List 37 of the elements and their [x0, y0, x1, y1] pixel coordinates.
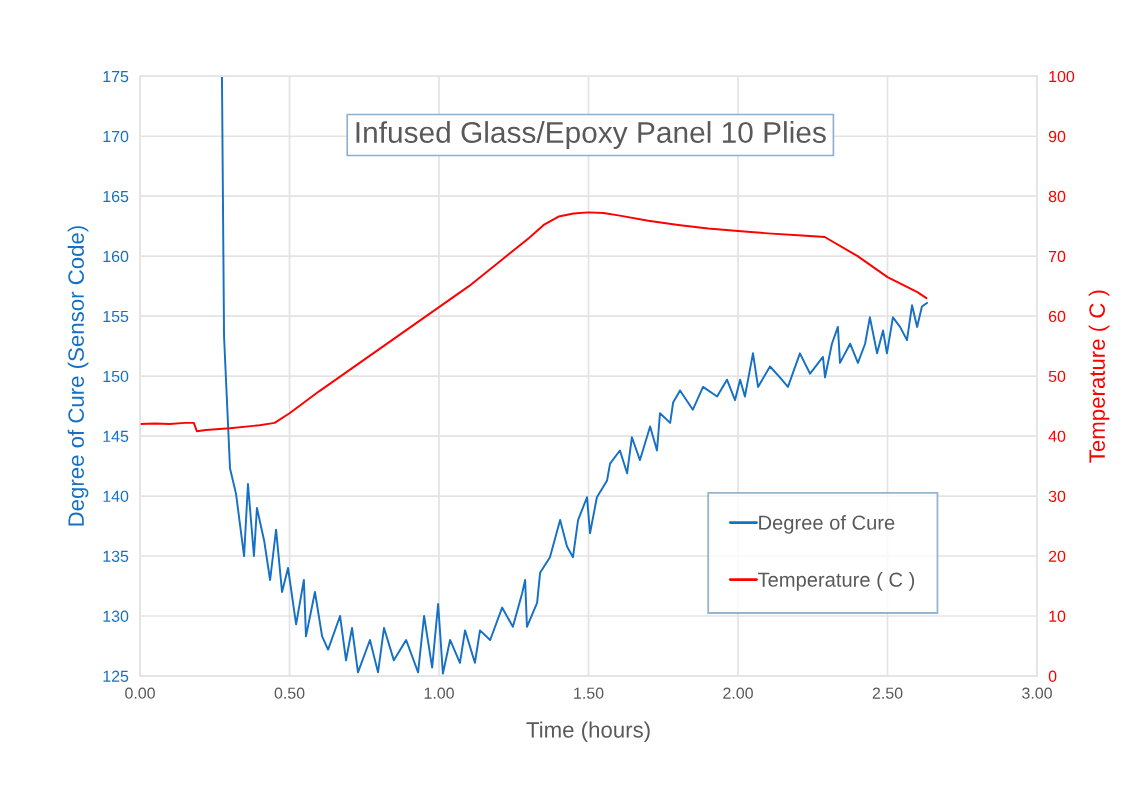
y-tick-label: 145	[103, 430, 129, 443]
x-tick-label: 0.00	[125, 687, 155, 699]
y2-tick-label: 20	[1048, 550, 1066, 562]
y-tick-label: 125	[103, 670, 129, 682]
y2-tick-label: 30	[1048, 490, 1066, 502]
x-tick-label: 1.00	[424, 687, 454, 699]
x-tick-label: 0.50	[274, 687, 305, 699]
y2-tick-label: 80	[1048, 190, 1066, 203]
y-tick-label: 130	[103, 610, 129, 622]
y2-tick-label: 50	[1048, 370, 1066, 383]
y-tick-label: 170	[103, 130, 129, 143]
y2-tick-label: 60	[1048, 310, 1066, 323]
y-tick-label: 140	[103, 490, 129, 502]
legend-label: Temperature ( C )	[757, 572, 915, 591]
line-series	[140, 211, 928, 433]
y2-tick-label: 100	[1049, 70, 1075, 83]
y-tick-label: 155	[103, 310, 129, 323]
y2-tick-label: 10	[1049, 610, 1066, 622]
y-axis-title: Degree of Cure (Sensor Code)	[67, 226, 89, 526]
y2-axis-title: Temperature ( C )	[1088, 290, 1110, 463]
y-tick-label: 160	[103, 250, 129, 263]
line-series	[220, 76, 928, 675]
x-tick-label: 2.50	[872, 687, 903, 699]
text: Infused Glass/Epoxy Panel 10 Plies	[356, 121, 826, 149]
legend-label: Degree of Cure	[759, 515, 895, 534]
y-tick-label: 150	[103, 370, 129, 383]
y-tick-label: 165	[103, 190, 129, 203]
x-tick-label: 2.00	[723, 687, 753, 699]
y2-tick-label: 40	[1048, 430, 1066, 443]
y-tick-label: 135	[103, 550, 129, 562]
x-axis-title: Time (hours)	[526, 721, 650, 743]
y2-tick-label: 0	[1048, 670, 1057, 682]
y2-tick-label: 90	[1048, 130, 1066, 143]
x-tick-label: 1.50	[574, 687, 604, 699]
y2-tick-label: 70	[1048, 250, 1066, 263]
y-tick-label: 175	[103, 71, 129, 83]
x-tick-label: 3.00	[1022, 687, 1052, 699]
